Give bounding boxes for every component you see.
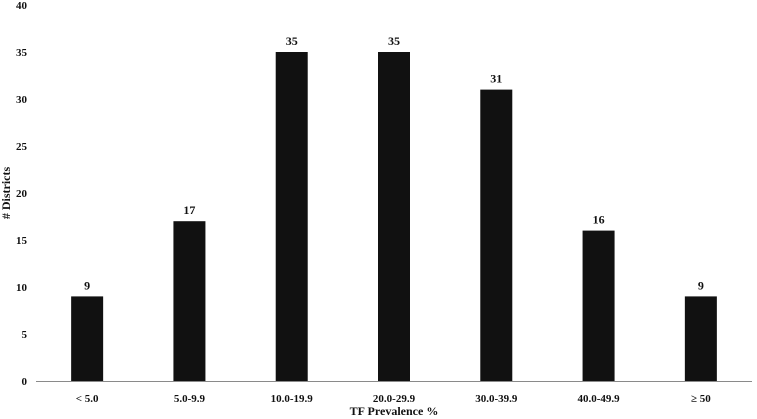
bar [684,296,717,381]
y-tick-label: 35 [16,47,28,59]
y-tick-label: 15 [16,235,28,247]
bar-value-label: 9 [698,278,704,292]
y-tick-label: 25 [16,141,28,153]
bar [480,89,513,381]
x-axis-title: TF Prevalence % [350,404,439,418]
bars [71,52,717,381]
bar-value-label: 35 [388,34,400,48]
bar-value-label: 31 [490,72,502,86]
y-tick-label: 5 [22,329,28,341]
y-tick-label: 40 [16,0,28,12]
x-tick-label: 5.0-9.9 [174,393,206,405]
x-tick-label: 30.0-39.9 [475,393,518,405]
x-axis-ticks: < 5.0 5.0-9.9 10.0-19.9 20.0-29.9 30.0-39.9 4… [76,393,711,405]
y-tick-label: 0 [22,376,28,388]
bar-value-label: 17 [183,203,195,217]
x-tick-label: 10.0-19.9 [271,393,314,405]
bar-value-label: 16 [593,213,605,227]
y-tick-label: 20 [16,188,28,200]
bar [582,230,615,381]
x-tick-label: ≥ 50 [691,393,711,405]
bar [173,221,206,381]
bar [71,296,104,381]
bar [275,52,308,381]
bar [378,52,410,381]
bar-value-label: 9 [84,278,90,292]
x-tick-label: 40.0-49.9 [577,393,620,405]
bar-value-labels: 9 17 35 35 31 16 9 [84,34,704,292]
x-tick-label: < 5.0 [76,393,99,405]
x-tick-label: 20.0-29.9 [373,393,416,405]
y-axis-title: # Districts [0,167,13,220]
bar-value-label: 35 [286,34,298,48]
y-axis-ticks: 0 5 10 15 20 25 30 35 40 [16,0,28,388]
y-tick-label: 10 [16,282,28,294]
y-tick-label: 30 [16,94,28,106]
